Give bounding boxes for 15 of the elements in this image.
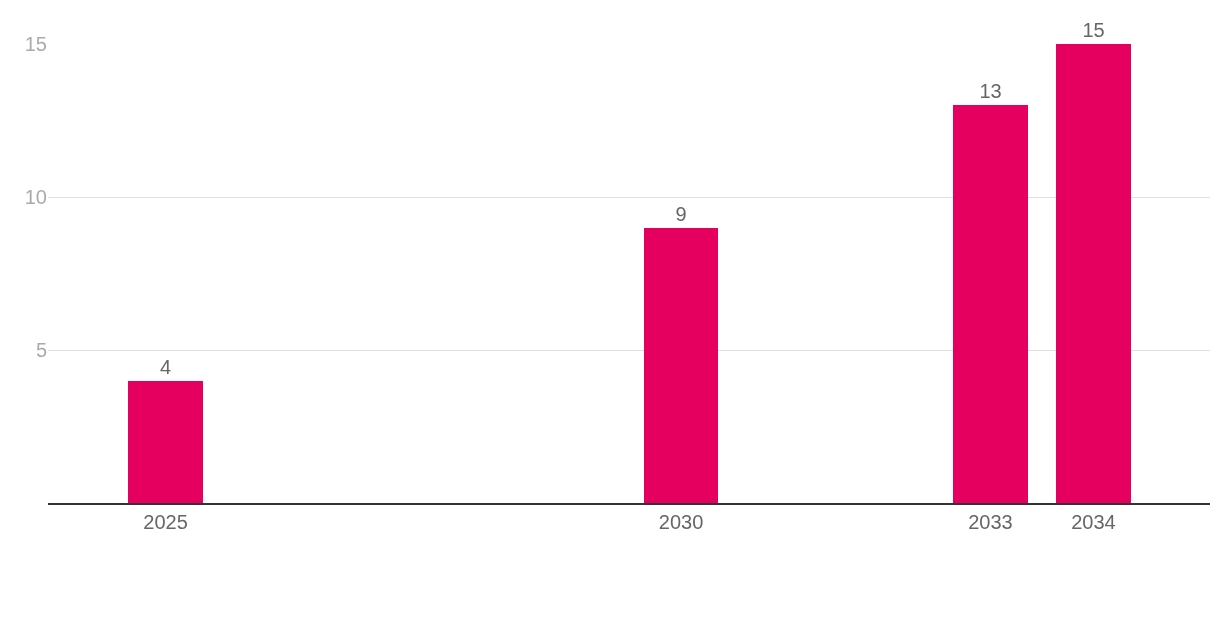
data-label: 15 [1082, 19, 1105, 41]
data-label: 9 [675, 203, 687, 225]
x-tick-label: 2025 [143, 510, 188, 533]
bar [953, 105, 1028, 503]
x-tick-label: 2034 [1071, 510, 1116, 533]
bar [644, 228, 718, 503]
bar [1056, 44, 1131, 503]
y-tick-label: 15 [24, 33, 47, 55]
x-tick-label: 2030 [658, 510, 704, 533]
y-tick-label: 10 [24, 186, 47, 208]
bar [128, 381, 203, 503]
data-label: 13 [979, 80, 1002, 102]
data-label: 4 [159, 356, 172, 378]
y-tick-label: 5 [35, 339, 47, 361]
x-tick-label: 2033 [968, 510, 1013, 533]
